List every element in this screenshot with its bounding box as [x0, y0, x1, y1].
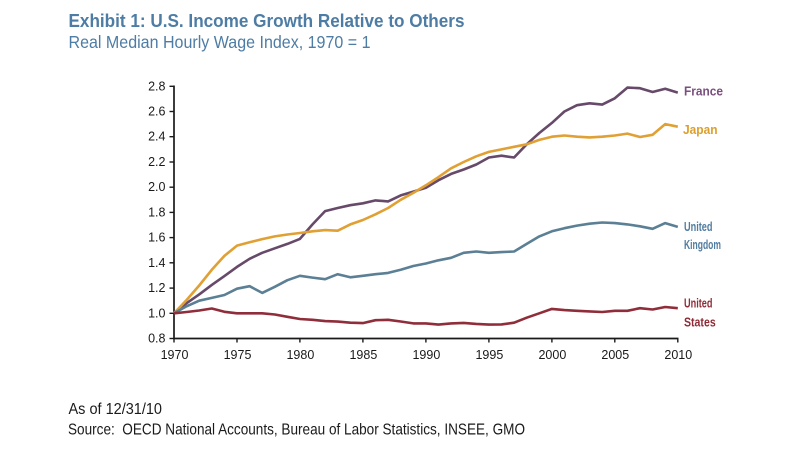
svg-text:1995: 1995: [475, 348, 503, 362]
svg-text:1970: 1970: [161, 348, 189, 362]
svg-text:1.6: 1.6: [148, 231, 165, 245]
svg-text:2.2: 2.2: [148, 155, 165, 169]
svg-text:1.0: 1.0: [148, 306, 165, 320]
svg-text:Japan: Japan: [683, 123, 718, 137]
svg-text:As of 12/31/10: As of 12/31/10: [69, 401, 163, 418]
svg-text:1980: 1980: [286, 348, 314, 362]
svg-text:United: United: [684, 297, 713, 311]
svg-text:United: United: [684, 220, 713, 234]
svg-text:1.4: 1.4: [148, 256, 165, 270]
svg-text:2.0: 2.0: [148, 180, 165, 194]
svg-text:2.8: 2.8: [148, 79, 165, 93]
svg-text:2.6: 2.6: [148, 105, 165, 119]
svg-text:Kingdom: Kingdom: [684, 238, 721, 252]
svg-text:1975: 1975: [224, 348, 252, 362]
svg-text:1990: 1990: [412, 348, 440, 362]
svg-text:States: States: [684, 315, 716, 329]
svg-text:1.8: 1.8: [148, 205, 165, 219]
svg-text:2.4: 2.4: [148, 130, 165, 144]
svg-text:2010: 2010: [664, 348, 692, 362]
svg-text:Real Median Hourly Wage Index,: Real Median Hourly Wage Index, 1970 = 1: [69, 32, 371, 52]
svg-text:2005: 2005: [601, 348, 629, 362]
svg-text:Exhibit 1: U.S. Income Growth: Exhibit 1: U.S. Income Growth Relative t…: [69, 10, 465, 31]
svg-text:2000: 2000: [538, 348, 566, 362]
svg-text:1985: 1985: [349, 348, 377, 362]
svg-text:1.2: 1.2: [148, 281, 165, 295]
svg-text:0.8: 0.8: [148, 332, 165, 346]
svg-text:France: France: [684, 85, 723, 99]
svg-text:Source: OECD National Account: Source: OECD National Accounts, Bureau o…: [68, 421, 525, 438]
